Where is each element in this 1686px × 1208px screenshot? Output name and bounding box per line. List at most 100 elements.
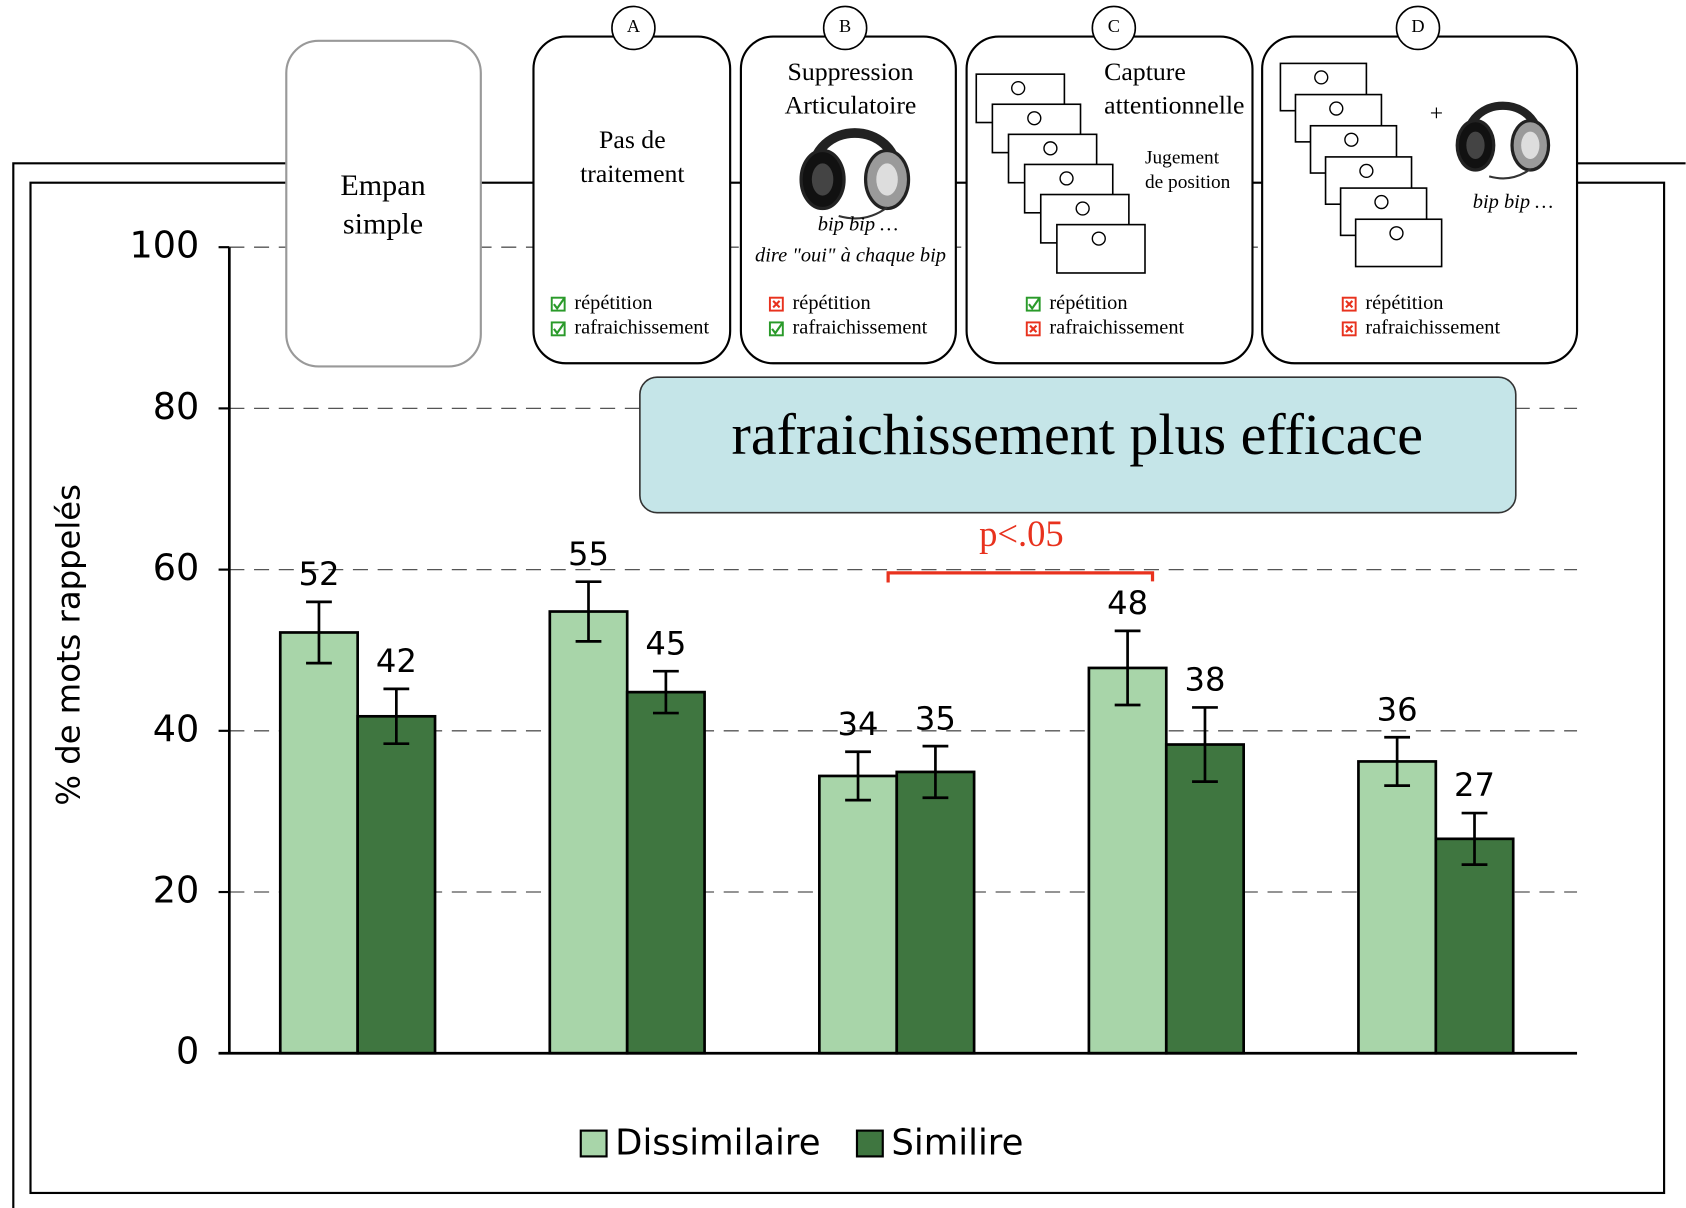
y-axis-label: % de mots rappelés — [49, 484, 87, 806]
panel-title: traitement — [580, 159, 685, 188]
panels: Empan simple A Pas de traitement répétition ra… — [285, 5, 1579, 368]
error-bar — [1114, 629, 1141, 707]
panel-title: Articulatoire — [785, 90, 917, 119]
bar — [356, 714, 437, 1055]
card-face — [1059, 171, 1074, 186]
check-mark — [553, 297, 566, 311]
panel-box — [285, 39, 482, 368]
check-box — [1025, 321, 1041, 337]
panel-note: bip bip … — [818, 213, 899, 235]
data-label: 48 — [1107, 584, 1148, 622]
panel-note: dire "oui" à chaque bip — [755, 245, 946, 267]
bar — [548, 610, 629, 1055]
headphone-cup-inner — [1521, 131, 1540, 160]
error-bar — [1192, 706, 1218, 783]
check-box — [768, 321, 784, 337]
check-label: répétition — [1365, 292, 1443, 314]
headphone-cup-inner — [876, 163, 898, 196]
bar — [1087, 666, 1168, 1055]
panel-letter: B — [839, 16, 851, 36]
data-label: 55 — [568, 535, 609, 573]
data-label: 52 — [298, 555, 339, 593]
panel-letter: D — [1411, 16, 1424, 36]
y-tick-label: 60 — [153, 546, 200, 589]
check-label: répétition — [792, 292, 870, 314]
bar — [1434, 837, 1515, 1055]
highlight-text: rafraichissement plus efficace — [732, 402, 1424, 467]
check-label: répétition — [574, 292, 652, 314]
cross-mark — [1345, 300, 1354, 309]
error-bar — [922, 744, 949, 800]
data-label: 42 — [376, 642, 417, 680]
outer-frame — [12, 162, 1686, 1208]
check-label: rafraichissement — [1049, 317, 1184, 339]
bars: 52 55 34 48 36 Dissimilaire 42 45 35 38 27 Similire — [218, 247, 1578, 1164]
check-box — [1341, 296, 1357, 312]
panel-letter-circle — [611, 5, 656, 51]
bar — [1164, 743, 1246, 1055]
data-label: 27 — [1454, 766, 1495, 804]
card — [1354, 218, 1443, 268]
panel-title: attentionnelle — [1104, 90, 1244, 119]
legend-label: Similire — [891, 1123, 1023, 1164]
check-label: rafraichissement — [1365, 317, 1500, 339]
significance-bracket — [886, 571, 1155, 583]
card-face — [1374, 194, 1389, 210]
cross-mark — [1345, 324, 1354, 333]
data-label: 45 — [645, 624, 686, 662]
panel-letter-circle — [1395, 5, 1441, 51]
check-box — [550, 321, 566, 337]
panel-note: Jugement — [1145, 147, 1220, 168]
panel-note: + — [1430, 100, 1443, 126]
panel-title: Empan — [340, 168, 425, 202]
card — [1056, 223, 1146, 274]
panel-title: Pas de — [599, 125, 666, 154]
check-label: rafraichissement — [574, 317, 709, 339]
cross-mark — [772, 300, 781, 309]
panel-title: simple — [343, 207, 423, 241]
card-face — [1344, 132, 1359, 147]
panel-note: bip bip … — [1473, 191, 1554, 213]
error-bar — [652, 669, 679, 715]
error-bar — [306, 600, 332, 665]
check-mark — [553, 321, 566, 335]
error-bar — [1384, 735, 1411, 787]
panel-title: Suppression — [787, 57, 913, 86]
check-box — [550, 296, 566, 312]
card-face — [1389, 226, 1404, 241]
headphone-cup-inner — [1466, 131, 1485, 160]
error-bar — [575, 580, 602, 643]
bar — [818, 774, 899, 1055]
check-box — [1025, 296, 1041, 312]
cross-mark — [1029, 324, 1038, 333]
legend-swatch — [579, 1129, 608, 1158]
legend-swatch — [855, 1129, 884, 1158]
card-face — [1359, 163, 1374, 179]
headphone-cup-inner — [811, 163, 834, 196]
highlight-box — [639, 376, 1517, 514]
check-mark — [1028, 297, 1041, 311]
panel-note: de position — [1145, 172, 1231, 193]
bar — [1357, 760, 1438, 1055]
error-bar — [383, 687, 410, 746]
panel-letter-circle — [822, 5, 868, 51]
headphone-cable — [1488, 168, 1531, 180]
y-tick-label: 40 — [153, 707, 200, 750]
check-box — [768, 296, 784, 312]
panel-box — [532, 35, 732, 365]
data-label: 34 — [838, 705, 879, 743]
error-bar — [845, 750, 871, 802]
check-label: répétition — [1049, 292, 1127, 314]
check-label: rafraichissement — [792, 317, 927, 339]
headphone-cable — [838, 206, 888, 220]
legend-label: Dissimilaire — [615, 1123, 820, 1164]
significance-label: p<.05 — [979, 513, 1064, 554]
data-label: 36 — [1377, 690, 1418, 728]
panel-letter: C — [1108, 16, 1120, 36]
y-tick-label: 80 — [153, 385, 200, 428]
y-tick-label: 20 — [153, 869, 200, 912]
error-bar — [1461, 811, 1488, 866]
card-face — [1075, 201, 1090, 216]
